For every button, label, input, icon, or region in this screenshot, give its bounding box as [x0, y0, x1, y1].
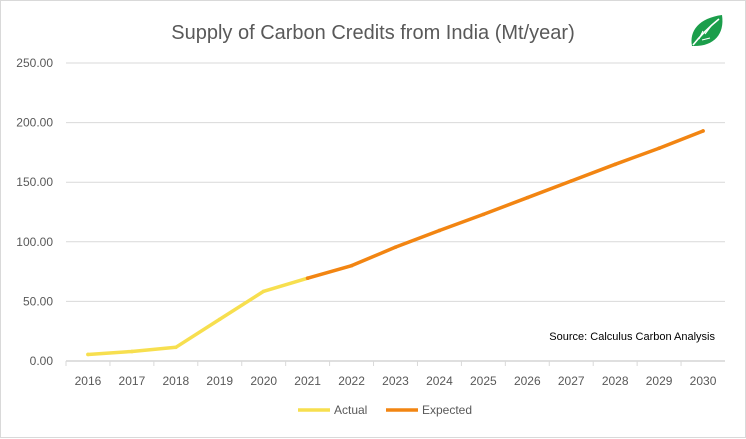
legend-item-expected: Expected	[386, 403, 472, 417]
x-tick-label: 2018	[162, 374, 189, 388]
data-point-actual	[86, 352, 90, 357]
data-point-expected	[437, 228, 442, 233]
legend-label: Actual	[334, 403, 367, 417]
x-tick-label: 2023	[382, 374, 409, 388]
x-tick-label: 2016	[75, 374, 102, 388]
data-point-actual	[261, 289, 266, 294]
data-point-expected	[613, 162, 617, 167]
series-line-actual	[86, 276, 310, 357]
x-tick-label: 2029	[646, 374, 673, 388]
x-tick-label: 2021	[294, 374, 321, 388]
y-tick-label: 50.00	[23, 294, 53, 308]
y-axis-tick-labels: 0.00 50.00 100.00 150.00 200.00 250.00	[16, 56, 53, 368]
x-tick-label: 2027	[558, 374, 585, 388]
series-line-expected	[305, 129, 705, 280]
data-point-actual	[130, 349, 134, 354]
x-tick-label: 2022	[338, 374, 365, 388]
x-axis-tick-labels: 2016 2017 2018 2019 2020 2021 2022 2023 2024 2025…	[75, 374, 717, 388]
chart-legend: Actual Expected	[298, 403, 472, 417]
y-tick-label: 100.00	[16, 235, 53, 249]
data-point-expected	[349, 263, 354, 268]
data-point-expected	[701, 129, 705, 133]
data-point-expected	[569, 179, 574, 183]
data-point-expected	[305, 276, 310, 280]
x-tick-label: 2025	[470, 374, 497, 388]
legend-label: Expected	[422, 403, 472, 417]
leaf-logo-vein-detail	[698, 25, 712, 41]
x-tick-label: 2028	[602, 374, 629, 388]
y-tick-label: 150.00	[16, 175, 53, 189]
source-annotation: Source: Calculus Carbon Analysis	[549, 331, 715, 343]
data-point-expected	[657, 146, 661, 151]
legend-item-actual: Actual	[298, 403, 367, 417]
x-tick-label: 2019	[206, 374, 233, 388]
data-point-actual	[174, 345, 178, 350]
data-point-expected	[393, 245, 398, 249]
y-tick-label: 0.00	[30, 354, 54, 368]
x-tick-label: 2030	[690, 374, 717, 388]
series-lines	[86, 129, 705, 357]
leaf-logo-vein	[692, 18, 720, 46]
y-tick-label: 200.00	[16, 116, 53, 130]
x-tick-label: 2024	[426, 374, 453, 388]
leaf-logo	[691, 15, 723, 47]
chart-title: Supply of Carbon Credits from India (Mt/…	[171, 22, 575, 44]
x-tick-label: 2020	[250, 374, 277, 388]
x-tick-label: 2017	[119, 374, 146, 388]
x-tick-label: 2026	[514, 374, 541, 388]
data-point-expected	[481, 212, 486, 217]
data-point-actual	[217, 317, 222, 322]
gridlines	[65, 62, 725, 366]
y-tick-label: 250.00	[16, 56, 53, 70]
data-point-expected	[525, 195, 530, 200]
